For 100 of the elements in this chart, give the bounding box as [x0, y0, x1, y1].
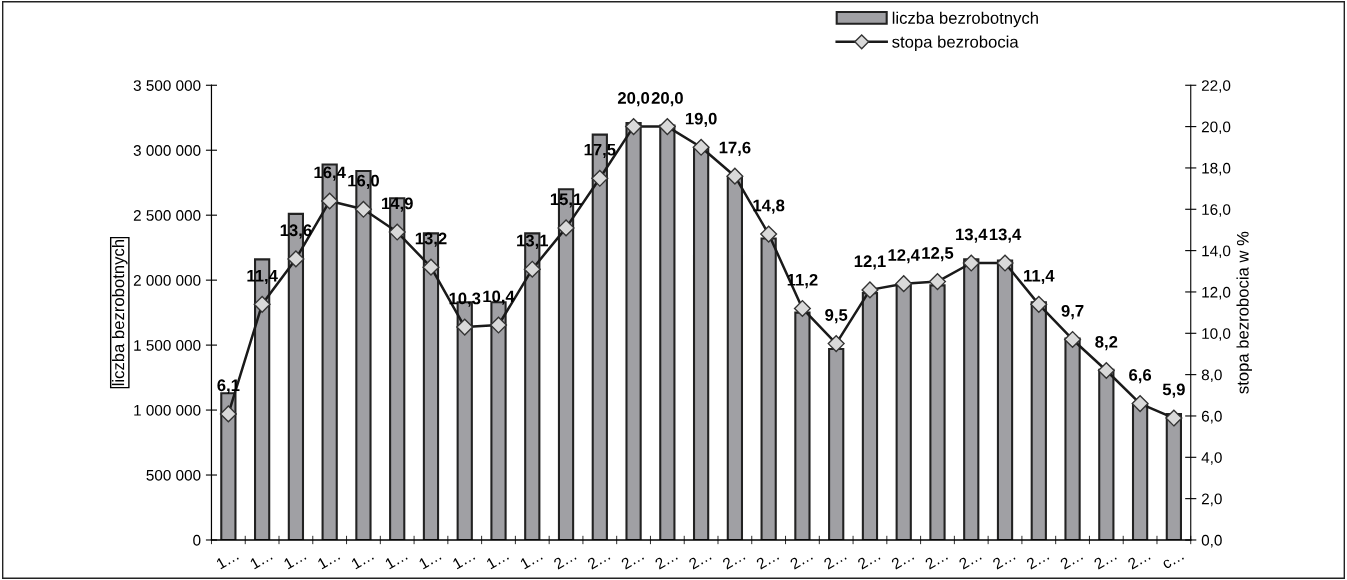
y2-tick-label: 14,0 [1202, 245, 1231, 259]
data-label: 11,4 [1024, 269, 1055, 285]
data-label: 16,4 [314, 166, 346, 181]
y2-tick-label: 22,0 [1201, 80, 1231, 93]
x-tick-label: 2… [856, 549, 881, 570]
x-tick-label: 2… [1127, 549, 1151, 570]
y-tick-label: 2 000 000 [133, 275, 201, 286]
data-label: 9,5 [825, 309, 848, 324]
x-tick-label: 2… [688, 549, 712, 570]
data-label: 20,0 [651, 92, 683, 107]
point [1131, 395, 1149, 413]
y-tick-label: 1 000 000 [134, 404, 201, 416]
point [557, 219, 575, 237]
point [253, 295, 271, 313]
data-label: 20,0 [617, 92, 650, 107]
point [760, 225, 778, 243]
y2-tick-label: 16,0 [1202, 204, 1231, 217]
y2-tick-label: 0,0 [1201, 534, 1222, 548]
x-tick-label: 2… [924, 549, 948, 570]
point [388, 223, 406, 241]
data-label: 13,4 [956, 228, 988, 243]
y2-tick-label: 6,0 [1201, 410, 1222, 424]
data-label: 12,5 [922, 247, 954, 262]
point [962, 254, 980, 272]
data-label: 13,6 [280, 224, 312, 239]
x-tick-label: 1… [418, 549, 442, 570]
data-label: 10,4 [483, 290, 515, 305]
data-label: 5,9 [1162, 383, 1185, 398]
data-label: 6,6 [1129, 369, 1152, 384]
y2-tick-label: 2,0 [1201, 493, 1222, 507]
x-tick-label: 1… [384, 549, 408, 570]
point [692, 138, 710, 156]
legend-label: liczba bezrobotnych [892, 11, 1038, 28]
y-tick-label: 0 [193, 534, 201, 546]
data-label: 13,4 [989, 228, 1022, 243]
data-label: 13,1 [517, 234, 549, 249]
point [625, 118, 643, 136]
x-tick-label: 1… [215, 549, 239, 570]
x-tick-label: 1… [519, 549, 543, 570]
point [861, 281, 879, 299]
y-tick-label: 1 500 000 [134, 339, 201, 351]
x-tick-label: 1… [452, 549, 476, 570]
point [591, 169, 609, 187]
x-tick-label: c… [1162, 551, 1185, 570]
x-tick-label: 1… [485, 549, 509, 570]
y2-tick-label: 18,0 [1202, 162, 1231, 176]
data-label: 14,8 [753, 199, 785, 214]
x-tick-label: 2… [958, 549, 982, 570]
point [895, 275, 913, 293]
x-tick-label: 2… [823, 549, 847, 570]
y2-axis-title: stopa bezrobocia w % [1236, 231, 1252, 394]
point [456, 318, 474, 336]
legend-label: stopa bezrobocia [892, 35, 1019, 52]
y-tick-label: 2 500 000 [133, 210, 201, 221]
y2-tick-label: 12,0 [1202, 286, 1231, 300]
x-tick-label: 2… [890, 549, 915, 570]
point [827, 335, 845, 353]
x-tick-label: 2… [992, 549, 1016, 570]
y-axis-title: liczba bezrobotnych [112, 240, 128, 386]
point [793, 299, 811, 318]
point [321, 192, 339, 210]
x-tick-label: 2… [789, 549, 813, 570]
point [1097, 361, 1115, 380]
point [658, 118, 676, 136]
data-label: 12,4 [888, 249, 920, 264]
point [928, 273, 947, 291]
point [219, 405, 237, 423]
data-label: 14,9 [382, 197, 413, 212]
y2-tick-label: 10,0 [1202, 328, 1231, 341]
data-label: 15,1 [550, 193, 582, 208]
x-tick-label: 2… [1093, 549, 1117, 570]
y2-tick-label: 4,0 [1201, 452, 1222, 465]
x-tick-label: 1… [249, 549, 273, 570]
point [996, 254, 1014, 272]
point [726, 167, 744, 185]
data-label: 16,0 [348, 174, 379, 189]
x-tick-label: 2… [1025, 549, 1050, 570]
x-tick-label: 2… [654, 549, 678, 570]
y2-tick-label: 8,0 [1201, 369, 1222, 383]
point [354, 200, 372, 218]
x-tick-label: 2… [755, 549, 780, 570]
point [523, 260, 541, 278]
point [1030, 295, 1048, 313]
data-label: 8,2 [1095, 335, 1118, 351]
x-tick-label: 1… [283, 549, 307, 570]
y-tick-label: 3 000 000 [133, 145, 201, 156]
data-label: 17,5 [584, 143, 616, 158]
x-tick-label: 2… [553, 549, 577, 570]
y2-tick-label: 20,0 [1201, 121, 1231, 135]
x-tick-label: 2… [1059, 549, 1084, 570]
x-tick-label: 2… [721, 549, 746, 570]
point [1064, 330, 1082, 349]
point [287, 250, 305, 268]
x-tick-label: 1… [350, 549, 374, 570]
x-tick-label: 1… [317, 549, 341, 570]
point [1165, 409, 1183, 427]
x-tick-label: 2… [620, 549, 645, 570]
data-label: 17,6 [719, 141, 751, 156]
data-label: 19,0 [685, 112, 717, 127]
point [422, 258, 440, 276]
